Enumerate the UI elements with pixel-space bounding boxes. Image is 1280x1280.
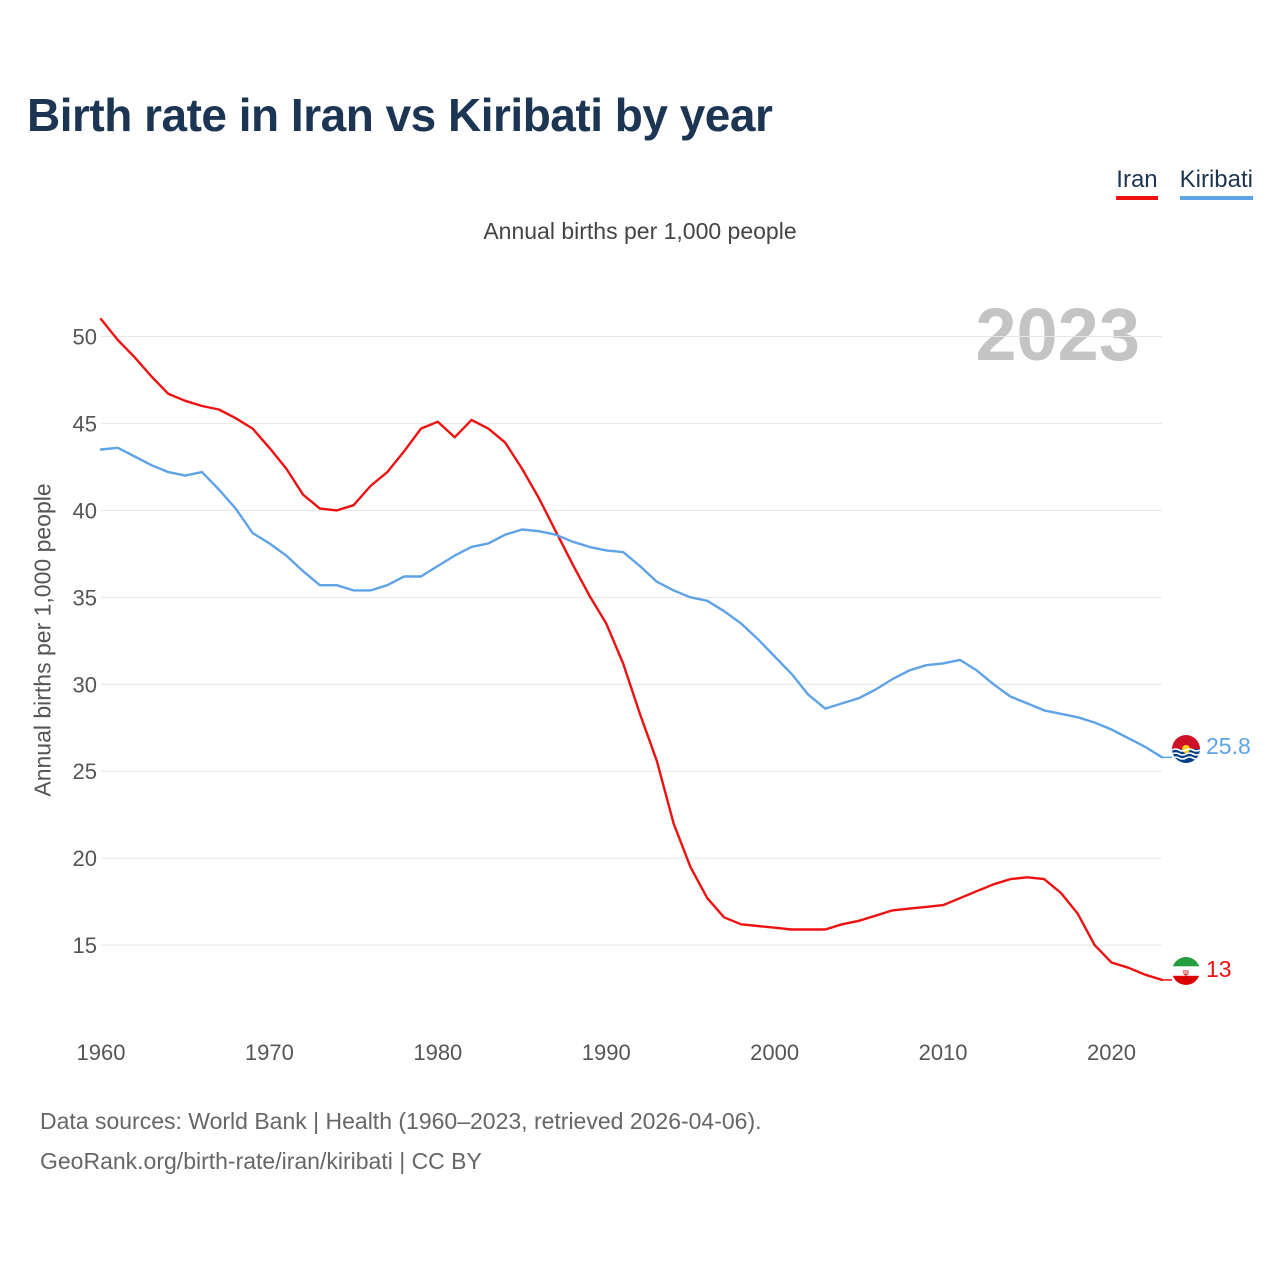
gridlines (101, 335, 1162, 946)
x-tick-label: 1980 (413, 1040, 462, 1065)
x-tick-label: 1990 (582, 1040, 631, 1065)
end-label-kiribati: 25.8 (1206, 733, 1251, 759)
year-badge: 2023 (975, 293, 1140, 376)
y-tick-label: 45 (73, 411, 97, 436)
x-tick-label: 2000 (750, 1040, 799, 1065)
y-tick-label: 50 (73, 324, 97, 349)
legend-item-iran[interactable]: Iran (1116, 166, 1158, 200)
y-tick-label: 15 (73, 933, 97, 958)
svg-text:ψ: ψ (1183, 968, 1189, 978)
y-tick-label: 20 (73, 846, 97, 871)
series-lines (99, 317, 1172, 982)
x-axis-ticks: 1960 1970 1980 1990 2000 2010 2020 (77, 1040, 1136, 1065)
x-tick-label: 1960 (77, 1040, 126, 1065)
chart-title: Birth rate in Iran vs Kiribati by year (27, 89, 773, 141)
legend: Iran Kiribati (1116, 166, 1253, 200)
series-line-iran[interactable] (99, 317, 1164, 982)
y-tick-label: 25 (73, 759, 97, 784)
x-tick-label: 2010 (919, 1040, 968, 1065)
source-line-2: GeoRank.org/birth-rate/iran/kiribati | C… (40, 1148, 482, 1174)
end-label-iran: 13 (1206, 956, 1232, 982)
kiribati-flag-icon (1172, 735, 1200, 763)
y-tick-label: 30 (73, 672, 97, 697)
y-axis-ticks: 15 20 25 30 35 40 45 50 (73, 324, 97, 958)
legend-item-kiribati[interactable]: Kiribati (1179, 166, 1253, 200)
iran-flag-icon: ψ (1172, 957, 1200, 985)
source-line-1: Data sources: World Bank | Health (1960–… (40, 1108, 762, 1134)
x-tick-label: 2020 (1087, 1040, 1136, 1065)
y-tick-label: 35 (73, 585, 97, 610)
y-tick-label: 40 (73, 498, 97, 523)
series-line-kiribati[interactable] (99, 446, 1164, 759)
x-tick-label: 1970 (245, 1040, 294, 1065)
chart-subtitle: Annual births per 1,000 people (483, 218, 797, 244)
